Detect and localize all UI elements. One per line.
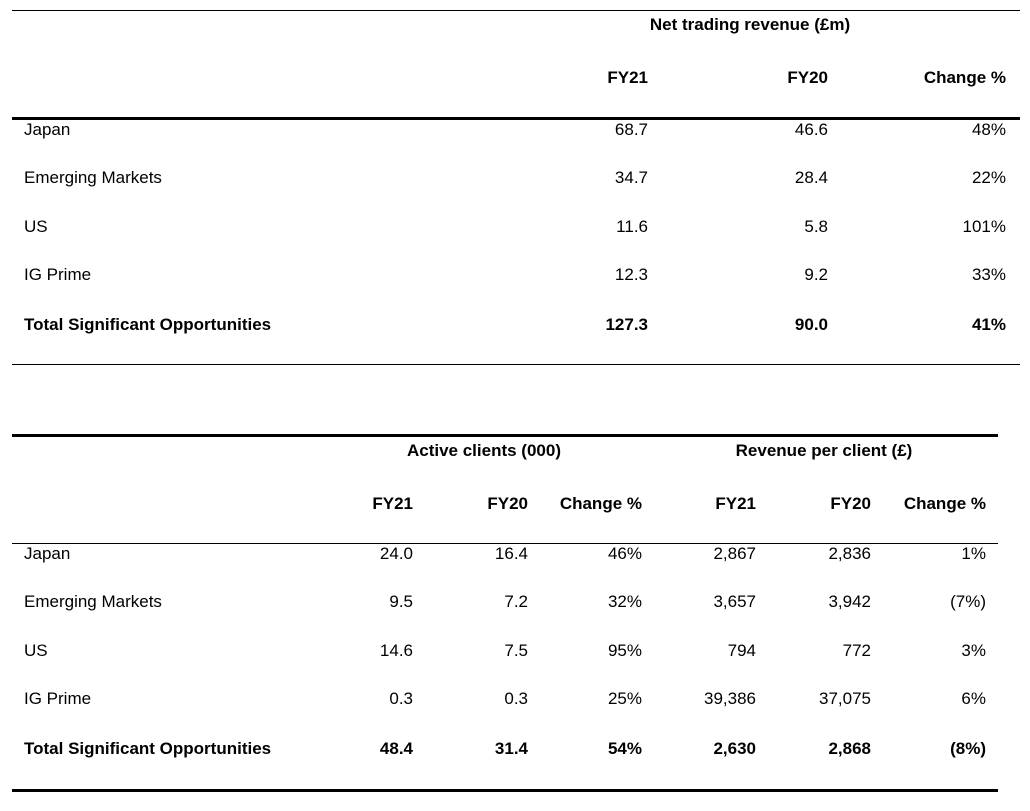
rpc-fy21-value: 39,386 (704, 689, 756, 708)
total-fy21-value: 127.3 (605, 315, 648, 334)
rpc-change-value: (7%) (950, 592, 986, 611)
row-label: IG Prime (24, 265, 92, 284)
ac-fy20-value: 7.2 (504, 592, 528, 611)
row-fy21-value: 12.3 (614, 265, 648, 284)
table2-bottom-rule (12, 789, 998, 792)
table2-header-rule (12, 543, 998, 544)
ac-fy20-value: 0.3 (504, 689, 528, 708)
rpc-fy21-value: 2,867 (713, 544, 756, 563)
ac-col-fy20: FY20 (487, 494, 528, 513)
total-fy20-value: 90.0 (794, 315, 828, 334)
ac-fy21-value: 0.3 (389, 689, 413, 708)
rpc-change-value: 3% (961, 641, 986, 660)
ac-fy21-value: 14.6 (379, 641, 413, 660)
rpc-fy20-value: 3,942 (828, 592, 871, 611)
total-ac-change-value: 54% (607, 739, 642, 758)
table1-col-fy20: FY20 (787, 68, 828, 87)
revenue-per-client-group-header: Revenue per client (£) (735, 441, 913, 460)
total-ac-fy20-value: 31.4 (494, 739, 528, 758)
table1-group-header: Net trading revenue (£m) (649, 15, 851, 34)
row-label: Emerging Markets (24, 592, 162, 611)
total-label: Total Significant Opportunities (24, 739, 272, 758)
table1-col-change: Change % (923, 68, 1006, 87)
row-label: US (24, 217, 48, 236)
ac-change-value: 46% (607, 544, 642, 563)
total-ac-fy21-value: 48.4 (379, 739, 413, 758)
row-fy20-value: 46.6 (794, 120, 828, 139)
active-clients-group-header: Active clients (000) (406, 441, 561, 460)
row-fy21-value: 34.7 (614, 168, 648, 187)
total-rpc-fy21-value: 2,630 (713, 739, 756, 758)
row-label: Japan (24, 544, 71, 563)
total-label: Total Significant Opportunities (24, 315, 272, 334)
rpc-fy21-value: 3,657 (713, 592, 756, 611)
rpc-fy20-value: 37,075 (819, 689, 871, 708)
rpc-fy20-value: 2,836 (828, 544, 871, 563)
row-change-value: 22% (971, 168, 1006, 187)
table1-header-rule (12, 117, 1020, 120)
row-fy21-value: 11.6 (616, 217, 648, 236)
table1-bottom-rule (12, 364, 1020, 365)
row-label: Emerging Markets (24, 168, 162, 187)
rpc-change-value: 6% (961, 689, 986, 708)
row-change-value: 33% (971, 265, 1006, 284)
ac-fy21-value: 24.0 (379, 544, 413, 563)
rpc-fy20-value: 772 (842, 641, 871, 660)
total-rpc-change-value: (8%) (950, 739, 986, 758)
rpc-fy21-value: 794 (727, 641, 756, 660)
row-fy20-value: 5.8 (804, 217, 828, 236)
row-change-value: 48% (971, 120, 1006, 139)
rpc-change-value: 1% (961, 544, 986, 563)
ac-fy21-value: 9.5 (389, 592, 413, 611)
row-fy21-value: 68.7 (614, 120, 648, 139)
rpc-col-fy20: FY20 (830, 494, 871, 513)
rpc-col-change: Change % (903, 494, 986, 513)
ac-change-value: 95% (607, 641, 642, 660)
row-label: IG Prime (24, 689, 92, 708)
rpc-col-fy21: FY21 (715, 494, 756, 513)
ac-col-fy21: FY21 (372, 494, 413, 513)
table1-col-fy21: FY21 (607, 68, 648, 87)
total-rpc-fy20-value: 2,868 (828, 739, 871, 758)
total-change-value: 41% (971, 315, 1006, 334)
table1-top-rule (12, 10, 1020, 11)
row-label: Japan (24, 120, 71, 139)
ac-col-change: Change % (559, 494, 642, 513)
row-label: US (24, 641, 48, 660)
ac-fy20-value: 7.5 (504, 641, 528, 660)
row-fy20-value: 28.4 (794, 168, 828, 187)
ac-change-value: 32% (607, 592, 642, 611)
table2-top-rule (12, 434, 998, 437)
row-fy20-value: 9.2 (804, 265, 828, 284)
row-change-value: 101% (962, 217, 1006, 236)
ac-fy20-value: 16.4 (494, 544, 528, 563)
ac-change-value: 25% (607, 689, 642, 708)
